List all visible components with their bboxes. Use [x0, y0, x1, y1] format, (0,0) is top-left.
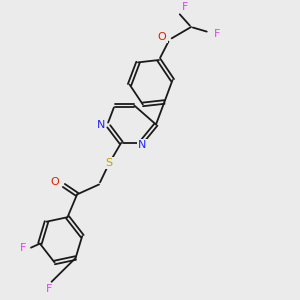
Text: F: F — [20, 243, 26, 253]
Text: O: O — [158, 32, 167, 42]
Text: N: N — [97, 119, 105, 130]
Text: F: F — [46, 284, 52, 294]
Text: S: S — [106, 158, 113, 168]
Text: O: O — [51, 177, 59, 187]
Text: F: F — [182, 2, 188, 12]
Text: F: F — [214, 28, 220, 39]
Text: N: N — [138, 140, 147, 150]
